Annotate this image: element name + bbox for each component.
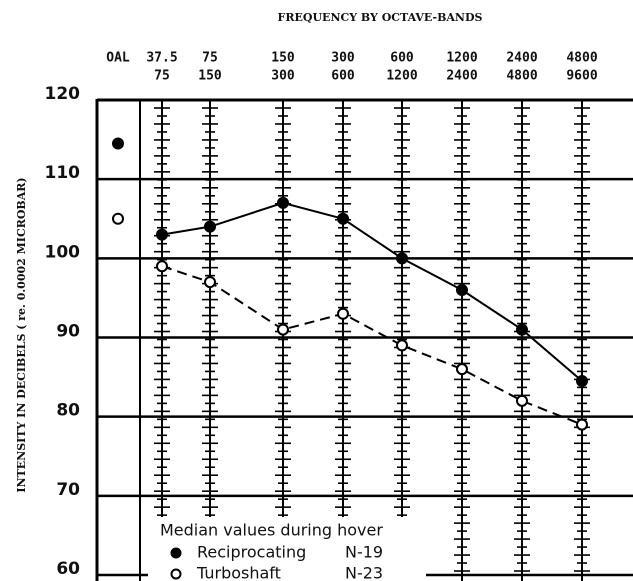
- point: [576, 418, 588, 431]
- point: [204, 276, 216, 289]
- legend-label: Turboshaft: [196, 564, 281, 581]
- legend-n: N-19: [345, 543, 383, 562]
- oal-label: OAL: [106, 51, 130, 66]
- point: [277, 196, 289, 209]
- legend-marker: [170, 568, 182, 580]
- point: [456, 363, 468, 376]
- y-tick-label: 70: [56, 480, 80, 500]
- point: [396, 339, 408, 352]
- series-line: [161, 201, 583, 382]
- x-tick-label: 1200: [446, 51, 477, 66]
- series-line: [161, 265, 583, 426]
- point: [456, 284, 468, 296]
- point: [516, 394, 528, 407]
- x-tick-label: 150: [198, 69, 222, 84]
- x-tick-label: 600: [331, 69, 355, 84]
- x-tick-label: 75: [154, 69, 170, 84]
- y-tick-label: 110: [45, 163, 81, 183]
- y-tick-label: 60: [56, 559, 80, 579]
- point: [156, 260, 168, 273]
- point: [337, 212, 349, 225]
- point: [337, 307, 349, 320]
- legend-box: [148, 517, 426, 581]
- chart-title: FREQUENCY BY OCTAVE-BANDS: [278, 11, 483, 24]
- y-tick-label: 100: [45, 242, 81, 262]
- legend-marker: [170, 547, 182, 559]
- x-tick-label: 9600: [566, 69, 597, 84]
- point: [112, 212, 124, 225]
- legend-label: Reciprocating: [197, 543, 306, 562]
- legend-title: Median values during hover: [160, 521, 383, 540]
- legend-n: N-23: [345, 564, 383, 581]
- x-tick-label: 2400: [506, 51, 537, 66]
- point: [277, 323, 289, 336]
- x-tick-label: 4800: [566, 51, 597, 66]
- point: [204, 220, 216, 233]
- x-tick-label: 75: [202, 51, 218, 66]
- point: [516, 323, 528, 336]
- x-tick-label: 300: [271, 69, 295, 84]
- y-tick-label: 80: [56, 401, 80, 421]
- point: [112, 137, 124, 150]
- x-tick-label: 37.5: [146, 51, 177, 66]
- y-tick-label: 120: [45, 84, 81, 104]
- x-tick-label: 2400: [446, 69, 477, 84]
- y-axis-label: INTENSITY IN DECIBELS ( re. 0.0002 MICRO…: [15, 177, 28, 492]
- point: [396, 252, 408, 265]
- point: [156, 228, 168, 241]
- x-tick-label: 1200: [386, 69, 417, 84]
- x-tick-label: 4800: [506, 69, 537, 84]
- y-tick-label: 90: [56, 322, 80, 342]
- point: [576, 375, 588, 388]
- x-tick-label: 600: [390, 51, 414, 66]
- x-tick-label: 150: [271, 51, 295, 66]
- x-tick-label: 300: [331, 51, 355, 66]
